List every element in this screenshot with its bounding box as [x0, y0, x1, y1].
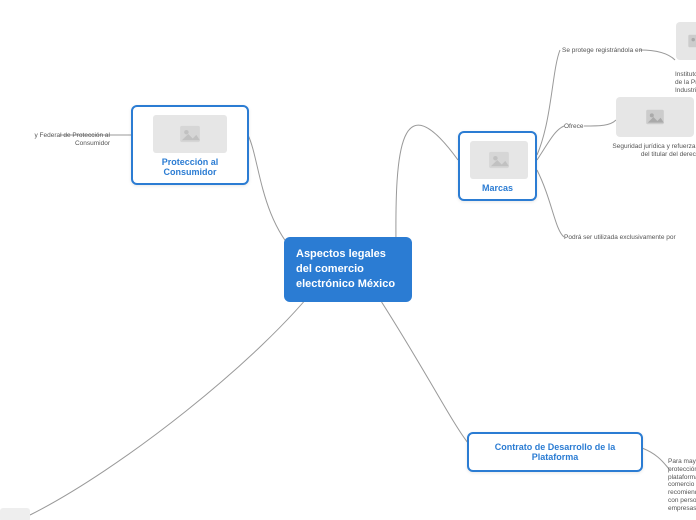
leaf-marcas-instituto: Instituto Mexicano de la Propiedad Indus…	[675, 71, 696, 94]
leaf-proteccion-ley: y Federal de Protección al Consumidor	[0, 132, 110, 148]
image-placeholder-icon	[470, 141, 528, 179]
leaf-marcas-utilizada: Podrá ser utilizada exclusivamente por	[564, 234, 676, 242]
leaf-contrato-mayor: Para mayor protección de la plataforma d…	[668, 458, 696, 513]
node-marcas[interactable]: Marcas	[458, 131, 537, 201]
image-placeholder-icon	[153, 115, 227, 153]
toolbar-button[interactable]	[0, 508, 30, 520]
center-node[interactable]: Aspectos legales del comercio electrónic…	[284, 237, 412, 302]
node-proteccion-label: Protección al Consumidor	[162, 157, 219, 177]
node-contrato-label: Contrato de Desarrollo de la Plataforma	[495, 442, 616, 462]
leaf-marcas-seguridad: Seguridad jurídica y refuerza la condici…	[612, 143, 696, 159]
node-contrato[interactable]: Contrato de Desarrollo de la Plataforma	[467, 432, 643, 472]
leaf-marcas-registra: Se protege registrándola en	[562, 47, 642, 55]
node-marcas-label: Marcas	[482, 183, 513, 193]
leaf-marcas-ofrece: Ofrece	[564, 123, 584, 131]
center-title: Aspectos legales del comercio electrónic…	[296, 248, 395, 290]
image-placeholder-icon	[676, 22, 696, 60]
image-placeholder-icon	[616, 97, 694, 137]
node-proteccion[interactable]: Protección al Consumidor	[131, 105, 249, 185]
